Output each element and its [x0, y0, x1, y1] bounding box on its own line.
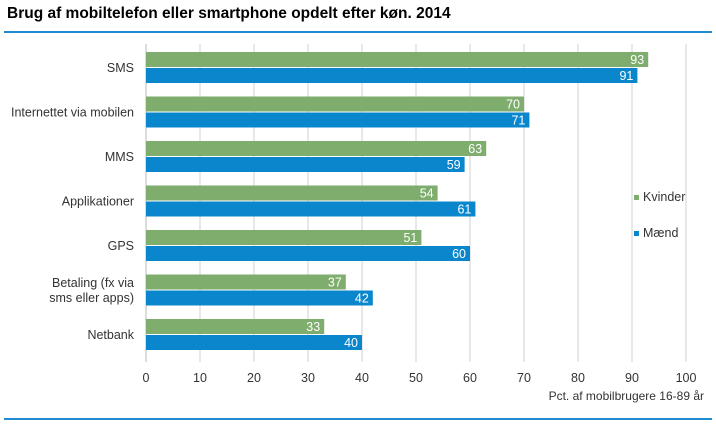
x-tick-label: 100 — [676, 371, 697, 385]
x-tick-label: 50 — [409, 371, 423, 385]
x-tick-label: 30 — [301, 371, 315, 385]
category-label: Applikationer — [62, 195, 134, 209]
bar-value-label: 63 — [468, 142, 482, 156]
bar-value-label: 40 — [344, 336, 358, 350]
category-label: Netbank — [87, 328, 134, 342]
legend-label: Kvinder — [643, 190, 685, 204]
category-label: MMS — [105, 150, 134, 164]
bar-value-label: 59 — [447, 158, 461, 172]
top-rule — [4, 31, 712, 33]
bar-maend — [146, 290, 373, 306]
category-label: GPS — [108, 239, 134, 253]
bar-kvinder — [146, 319, 325, 334]
bar-kvinder — [146, 274, 346, 290]
category-label: Betaling (fx via — [52, 276, 134, 290]
legend-swatch-maend — [634, 231, 639, 236]
bar-maend — [146, 157, 465, 172]
bar-kvinder — [146, 141, 487, 156]
bar-value-label: 51 — [403, 231, 417, 245]
bar-maend — [146, 112, 530, 128]
x-tick-label: 90 — [625, 371, 639, 385]
bar-kvinder — [146, 96, 524, 112]
bar-maend — [146, 68, 638, 83]
bottom-rule — [4, 418, 712, 420]
bar-value-label: 71 — [511, 114, 525, 128]
bar-value-label: 60 — [452, 247, 466, 261]
x-tick-label: 80 — [571, 371, 585, 385]
x-axis-label: Pct. af mobilbrugere 16-89 år — [549, 389, 704, 403]
bar-value-label: 70 — [506, 98, 520, 112]
bar-value-label: 54 — [420, 187, 434, 201]
category-label: sms eller apps) — [49, 291, 134, 305]
chart-title: Brug af mobiltelefon eller smartphone op… — [7, 5, 451, 22]
x-tick-label: 60 — [463, 371, 477, 385]
legend-swatch-kvinder — [634, 195, 639, 200]
category-label: Internettet via mobilen — [11, 106, 134, 120]
x-tick-label: 40 — [355, 371, 369, 385]
bar-kvinder — [146, 185, 438, 201]
legend-label: Mænd — [643, 226, 678, 240]
bar-maend — [146, 201, 476, 217]
bar-value-label: 37 — [328, 276, 342, 290]
x-tick-label: 0 — [143, 371, 150, 385]
bar-value-label: 93 — [630, 53, 644, 67]
bar-kvinder — [146, 230, 422, 245]
x-tick-label: 20 — [247, 371, 261, 385]
x-tick-label: 10 — [193, 371, 207, 385]
x-tick-label: 70 — [517, 371, 531, 385]
bar-maend — [146, 335, 362, 350]
bar-value-label: 91 — [619, 69, 633, 83]
bar-value-label: 61 — [457, 203, 471, 217]
category-label: SMS — [107, 61, 134, 75]
bar-maend — [146, 246, 470, 261]
bar-value-label: 42 — [355, 292, 369, 306]
bar-kvinder — [146, 52, 649, 67]
bar-value-label: 33 — [306, 320, 320, 334]
